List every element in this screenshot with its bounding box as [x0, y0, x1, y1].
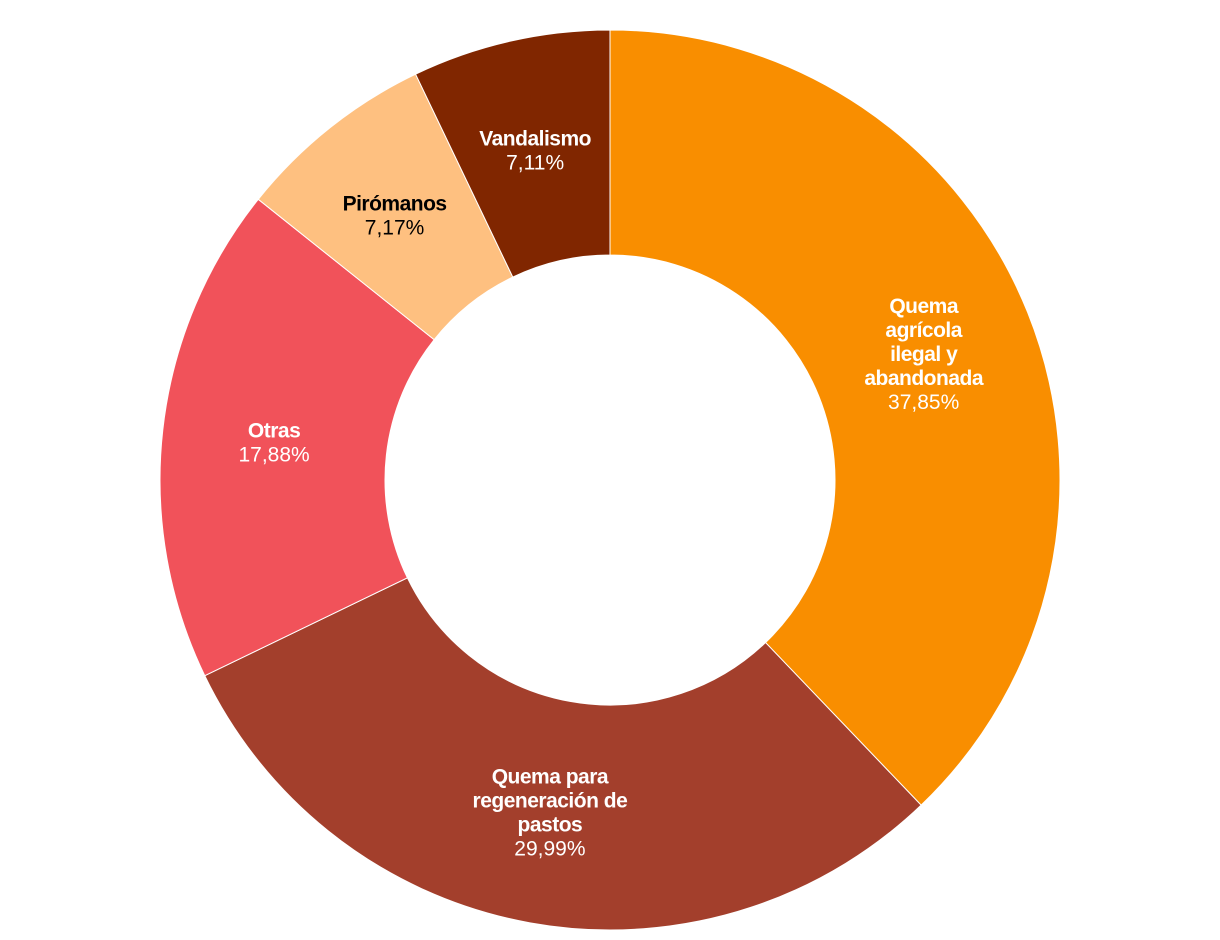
slice-value: 7,11% [506, 151, 564, 174]
slice-value: 37,85% [888, 391, 959, 414]
slice-name-line: Quema [889, 295, 959, 318]
slice-1 [609, 29, 1061, 806]
slice-value: 29,99% [514, 838, 585, 861]
slice-name-line: ilegal y [890, 343, 958, 366]
slice-name-line: abandonada [864, 367, 984, 390]
labels-layer: Quema agrícola ilegal y abandonada 37,85%Que… [238, 127, 984, 861]
slice-name-line: Otras [248, 419, 300, 442]
slice-name-line: pastos [518, 814, 583, 837]
slice-name-line: regeneración de [473, 790, 628, 813]
slices-layer [159, 29, 1061, 931]
slice-value: 7,17% [365, 216, 425, 239]
slice-2 [204, 577, 922, 931]
slice-label-4: Pirómanos 7,17% [343, 192, 447, 239]
slice-label-1: Quema agrícola ilegal y abandonada 37,85% [864, 295, 984, 414]
slice-3 [159, 198, 435, 677]
slice-name-line: Quema para [492, 766, 609, 789]
slice-5 [414, 29, 611, 278]
slice-name-line: agrícola [885, 319, 962, 342]
slice-name-line: Pirómanos [343, 192, 447, 215]
slice-name-line: Vandalismo [479, 127, 591, 150]
slice-label-2: Quema para regeneración de pastos 29,99% [473, 766, 628, 861]
slice-label-5: Vandalismo 7,11% [479, 127, 591, 174]
slice-value: 17,88% [238, 443, 309, 466]
slice-label-3: Otras 17,88% [238, 419, 309, 466]
